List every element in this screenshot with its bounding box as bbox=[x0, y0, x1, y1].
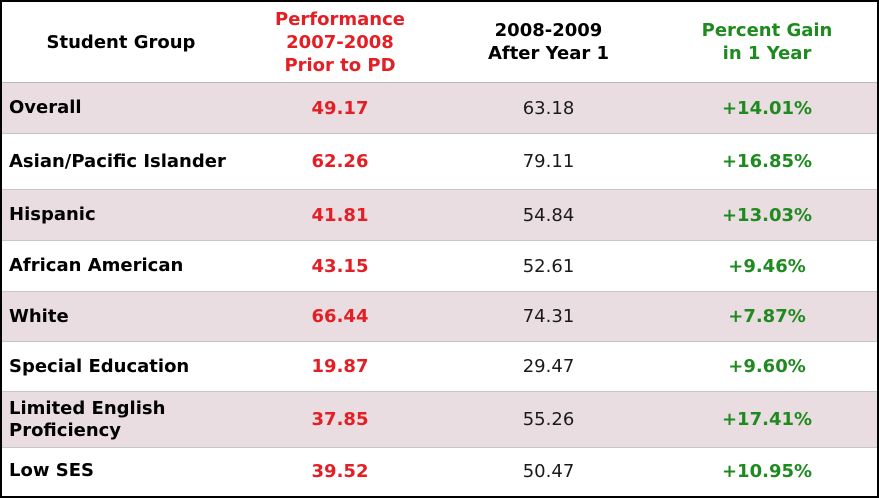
before-value-cell: 49.17 bbox=[240, 82, 440, 134]
student-group-cell: Overall bbox=[2, 82, 240, 134]
table-row: African American 43.15 52.61 +9.46% bbox=[2, 240, 877, 292]
after-value-cell: 52.61 bbox=[440, 240, 657, 292]
table-row: Low SES 39.52 50.47 +10.95% bbox=[2, 448, 877, 495]
table-row: Asian/Pacific Islander 62.26 79.11 +16.8… bbox=[2, 133, 877, 190]
student-group-cell: Asian/Pacific Islander bbox=[2, 133, 240, 190]
header-before-line-3: Prior to PD bbox=[284, 54, 396, 76]
table-row: Special Education 19.87 29.47 +9.60% bbox=[2, 341, 877, 392]
student-group-cell: African American bbox=[2, 240, 240, 292]
gain-value-cell: +9.60% bbox=[657, 341, 877, 392]
before-value-cell: 37.85 bbox=[240, 391, 440, 448]
after-value-cell: 29.47 bbox=[440, 341, 657, 392]
before-value-cell: 43.15 bbox=[240, 240, 440, 292]
table-header-row: Student Group Performance 2007-2008 Prio… bbox=[2, 2, 877, 83]
student-group-cell: Hispanic bbox=[2, 189, 240, 241]
gain-value-cell: +9.46% bbox=[657, 240, 877, 292]
gain-value-cell: +16.85% bbox=[657, 133, 877, 190]
header-student-group: Student Group bbox=[2, 2, 240, 83]
after-value-cell: 79.11 bbox=[440, 133, 657, 190]
student-group-cell: Limited English Proficiency bbox=[2, 391, 240, 448]
table-row: Hispanic 41.81 54.84 +13.03% bbox=[2, 189, 877, 241]
after-value-cell: 54.84 bbox=[440, 189, 657, 241]
before-value-cell: 66.44 bbox=[240, 291, 440, 342]
header-after-line-1: 2008-2009 bbox=[494, 20, 603, 41]
before-value-cell: 39.52 bbox=[311, 460, 369, 482]
student-group-cell: Low SES bbox=[9, 460, 94, 482]
before-value-cell: 19.87 bbox=[240, 341, 440, 392]
gain-value-cell: +17.41% bbox=[657, 391, 877, 448]
gain-value-cell: +10.95% bbox=[721, 460, 813, 482]
student-group-cell: Special Education bbox=[2, 341, 240, 392]
after-value-cell: 55.26 bbox=[440, 391, 657, 448]
header-performance-after: 2008-2009 After Year 1 bbox=[440, 2, 657, 83]
header-performance-before: Performance 2007-2008 Prior to PD bbox=[240, 2, 440, 83]
student-group-cell: White bbox=[2, 291, 240, 342]
header-before-line-2: 2007-2008 bbox=[286, 31, 394, 53]
gain-value-cell: +7.87% bbox=[657, 291, 877, 342]
gain-value-cell: +13.03% bbox=[657, 189, 877, 241]
before-value-cell: 41.81 bbox=[240, 189, 440, 241]
header-after-line-2: After Year 1 bbox=[487, 43, 610, 64]
header-before-line-1: Performance bbox=[275, 8, 405, 30]
header-gain-line-2: in 1 Year bbox=[722, 43, 812, 64]
before-value-cell: 62.26 bbox=[240, 133, 440, 190]
header-student-group-label: Student Group bbox=[46, 31, 196, 53]
after-value-cell: 74.31 bbox=[440, 291, 657, 342]
table-row: White 66.44 74.31 +7.87% bbox=[2, 291, 877, 342]
after-value-cell: 63.18 bbox=[440, 82, 657, 134]
after-value-cell: 50.47 bbox=[522, 460, 575, 482]
gain-value-cell: +14.01% bbox=[657, 82, 877, 134]
header-percent-gain: Percent Gain in 1 Year bbox=[657, 2, 877, 83]
header-gain-line-1: Percent Gain bbox=[701, 20, 833, 41]
table-row: Overall 49.17 63.18 +14.01% bbox=[2, 82, 877, 134]
table-row: Limited English Proficiency 37.85 55.26 … bbox=[2, 391, 877, 448]
